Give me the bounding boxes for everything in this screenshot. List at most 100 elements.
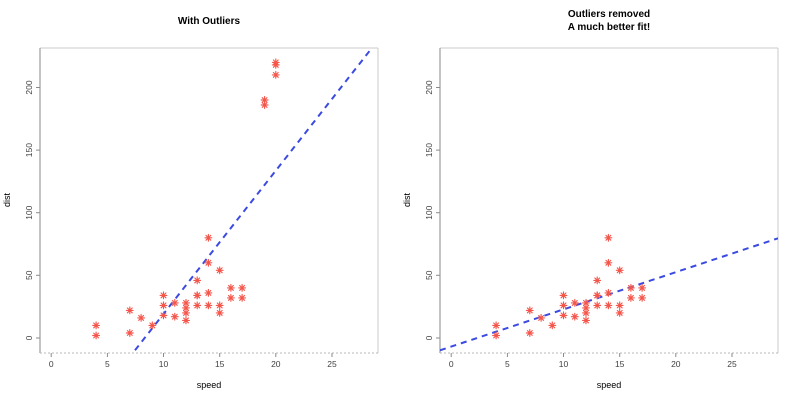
x-tick-label: 10 bbox=[159, 359, 169, 369]
data-point bbox=[615, 308, 624, 317]
data-point bbox=[492, 331, 501, 340]
data-point bbox=[525, 306, 534, 315]
data-point bbox=[582, 316, 590, 325]
x-tick-label: 10 bbox=[559, 359, 569, 369]
y-tick-label: 150 bbox=[424, 143, 434, 157]
data-point bbox=[271, 60, 280, 69]
data-point bbox=[604, 288, 613, 297]
data-point bbox=[548, 321, 557, 330]
data-point bbox=[159, 301, 168, 310]
data-point bbox=[204, 288, 213, 297]
data-point bbox=[582, 303, 590, 312]
data-point bbox=[193, 301, 202, 310]
x-tick-label: 25 bbox=[327, 359, 337, 369]
y-tick-label: 100 bbox=[424, 205, 434, 219]
data-point bbox=[204, 233, 213, 242]
y-tick-label: 50 bbox=[24, 270, 34, 280]
data-point bbox=[204, 301, 213, 310]
data-point bbox=[260, 96, 269, 104]
data-point bbox=[604, 301, 613, 310]
y-tick-label: 200 bbox=[424, 80, 434, 94]
regression-line bbox=[131, 48, 374, 353]
x-tick-label: 5 bbox=[505, 359, 510, 369]
x-axis-label: speed bbox=[597, 380, 622, 390]
x-tick-label: 25 bbox=[727, 359, 737, 369]
data-point bbox=[125, 306, 134, 315]
data-point bbox=[615, 266, 624, 275]
data-point bbox=[582, 308, 590, 317]
data-point bbox=[182, 308, 190, 317]
data-point bbox=[271, 70, 280, 79]
panel-outliers-removed: Outliers removed A much better fit! spee… bbox=[400, 0, 800, 400]
panel-with-outliers: With Outliers speed dist 0 5 10 15 20 25 0 50 10… bbox=[2, 16, 379, 390]
data-point bbox=[182, 298, 190, 307]
plot-area: 0 5 10 15 20 25 0 50 100 150 200 bbox=[24, 47, 379, 369]
data-point bbox=[492, 321, 501, 330]
x-tick-label: 0 bbox=[449, 359, 454, 369]
data-point bbox=[626, 283, 635, 292]
x-tick-label: 15 bbox=[615, 359, 625, 369]
data-point bbox=[537, 313, 546, 322]
data-point bbox=[238, 293, 247, 302]
data-point bbox=[570, 312, 579, 321]
data-point bbox=[92, 321, 101, 330]
data-point bbox=[159, 291, 168, 300]
data-point bbox=[593, 276, 602, 285]
plot-title-line-2: A much better fit! bbox=[568, 22, 650, 33]
data-point bbox=[604, 258, 613, 267]
data-point bbox=[215, 266, 224, 275]
data-point bbox=[170, 298, 179, 307]
data-point bbox=[148, 321, 157, 330]
data-point bbox=[125, 329, 134, 337]
y-tick-label: 200 bbox=[24, 80, 34, 94]
plot-outliers-removed: Outliers removed A much better fit! spee… bbox=[402, 9, 779, 390]
y-tick-label: 100 bbox=[24, 205, 34, 219]
plot-title: With Outliers bbox=[178, 16, 241, 27]
x-tick-label: 5 bbox=[105, 359, 110, 369]
data-point bbox=[638, 293, 647, 302]
data-point bbox=[559, 311, 568, 320]
data-point bbox=[570, 298, 579, 307]
data-point bbox=[615, 301, 624, 310]
y-tick-label: 50 bbox=[424, 270, 434, 280]
data-point bbox=[525, 329, 534, 337]
data-point bbox=[204, 258, 213, 267]
data-point bbox=[559, 301, 568, 310]
plot-with-outliers: With Outliers speed dist 0 5 10 15 20 25 0 50 10… bbox=[2, 16, 379, 390]
data-point bbox=[582, 298, 590, 307]
y-tick-label: 150 bbox=[24, 143, 34, 157]
data-point bbox=[193, 291, 202, 300]
data-point bbox=[182, 303, 190, 312]
plot-title-line-1: Outliers removed bbox=[568, 9, 650, 20]
data-point bbox=[170, 312, 179, 321]
fit-line-group bbox=[131, 48, 374, 353]
data-point bbox=[260, 101, 269, 109]
y-tick-label: 0 bbox=[24, 335, 34, 340]
data-point bbox=[215, 308, 224, 317]
data-point bbox=[626, 293, 635, 302]
data-point bbox=[604, 233, 613, 242]
plot-area: 0 5 10 15 20 25 0 50 100 150 200 bbox=[424, 47, 779, 369]
data-point bbox=[593, 301, 602, 310]
y-tick-label: 0 bbox=[424, 335, 434, 340]
x-tick-label: 0 bbox=[49, 359, 54, 369]
x-tick-label: 20 bbox=[271, 359, 281, 369]
y-axis-label: dist bbox=[2, 193, 12, 208]
data-point bbox=[559, 291, 568, 300]
data-point bbox=[226, 293, 235, 302]
data-point bbox=[226, 283, 235, 292]
data-point bbox=[193, 276, 202, 285]
data-point bbox=[137, 313, 146, 322]
y-axis-label: dist bbox=[402, 193, 412, 208]
data-point bbox=[593, 291, 602, 300]
data-point bbox=[215, 301, 224, 310]
data-point bbox=[238, 283, 247, 292]
x-axis-label: speed bbox=[197, 380, 222, 390]
data-point bbox=[159, 311, 168, 320]
x-tick-label: 20 bbox=[671, 359, 681, 369]
data-point bbox=[638, 283, 647, 292]
data-point bbox=[182, 316, 190, 325]
x-tick-label: 15 bbox=[215, 359, 225, 369]
data-point bbox=[92, 331, 101, 340]
